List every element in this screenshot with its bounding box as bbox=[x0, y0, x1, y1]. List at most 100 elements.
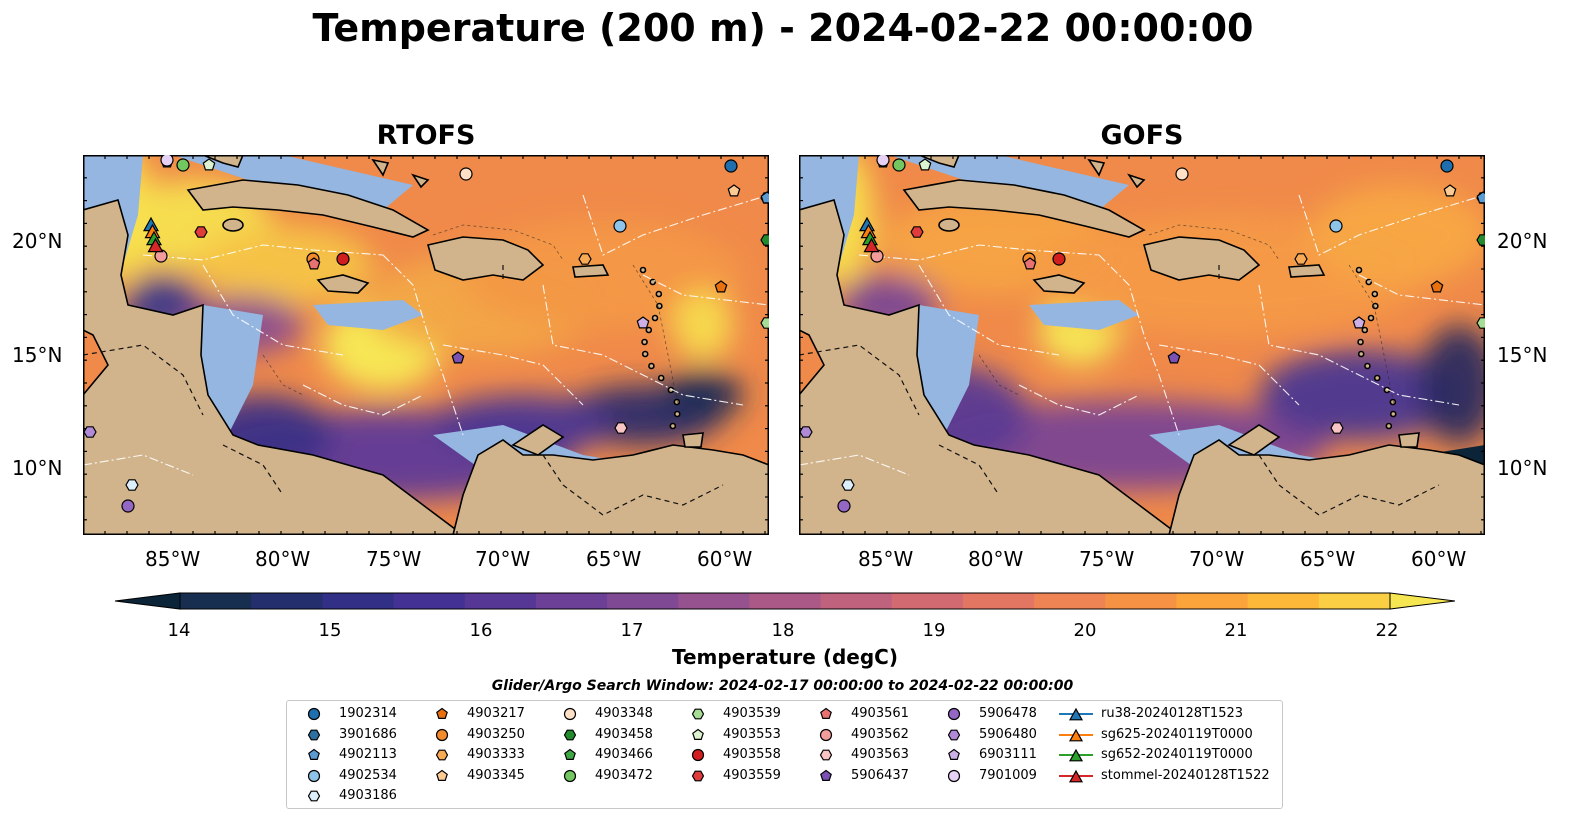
legend-label: 4903553 bbox=[723, 726, 781, 742]
float-marker-6903111 bbox=[1352, 316, 1366, 329]
float-marker-4903563 bbox=[1330, 422, 1344, 434]
float-markers bbox=[83, 155, 769, 513]
legend-marker-triangle-line bbox=[1059, 769, 1093, 782]
float-marker-1902314 bbox=[1440, 159, 1454, 173]
float-marker-5906480 bbox=[799, 426, 813, 438]
lat-tick-label: 10°N bbox=[12, 456, 63, 480]
land bbox=[83, 155, 769, 535]
float-marker-7901009 bbox=[876, 155, 890, 167]
legend-marker-triangle-line bbox=[1059, 728, 1093, 741]
legend-marker-pentagon bbox=[436, 707, 448, 719]
colorbar-segment bbox=[962, 593, 1035, 609]
legend-marker-pentagon bbox=[692, 728, 704, 740]
float-marker-4903333 bbox=[578, 253, 592, 265]
glider-marker-stommel-20240128T1522 bbox=[147, 237, 164, 253]
legend-marker-pentagon bbox=[308, 748, 320, 760]
eez-boundaries bbox=[799, 194, 1485, 476]
legend-label: 4903558 bbox=[723, 747, 781, 762]
float-marker-4903217 bbox=[714, 280, 728, 293]
legend-marker-pentagon bbox=[820, 707, 832, 719]
float-marker-4903348 bbox=[459, 167, 473, 181]
colorbar-tick-label: 16 bbox=[469, 620, 493, 641]
legend-label: 4902113 bbox=[339, 747, 397, 762]
legend-marker-circle bbox=[435, 728, 449, 741]
colorbar-segment bbox=[1176, 593, 1249, 609]
legend-label: 4903458 bbox=[595, 726, 653, 742]
legend-marker-triangle-line bbox=[1059, 707, 1093, 721]
float-marker-4903345 bbox=[1443, 184, 1457, 197]
float-marker-4903561 bbox=[307, 257, 321, 270]
legend-marker-circle bbox=[563, 769, 577, 782]
legend-marker-hexagon bbox=[435, 749, 449, 761]
float-marker-7901009 bbox=[160, 155, 174, 167]
legend-label: 1902314 bbox=[339, 706, 397, 721]
lon-tick-label: 75°W bbox=[366, 547, 422, 571]
country-borders bbox=[799, 265, 1440, 516]
lon-tick-label: 85°W bbox=[858, 547, 914, 571]
float-marker-4903539 bbox=[760, 317, 769, 329]
glider-markers bbox=[858, 216, 880, 253]
lon-tick-label: 60°W bbox=[697, 547, 753, 571]
lon-tick-label: 80°W bbox=[968, 547, 1024, 571]
legend-marker-circle bbox=[947, 707, 961, 721]
land bbox=[799, 155, 1485, 535]
float-marker-4903559 bbox=[194, 226, 208, 238]
float-marker-4903558 bbox=[1052, 252, 1066, 266]
legend-label: 7901009 bbox=[979, 767, 1037, 783]
eez-boundaries bbox=[83, 194, 769, 476]
legend-label: 4903333 bbox=[467, 747, 525, 762]
float-marker-4903348 bbox=[1175, 167, 1189, 181]
legend-marker-pentagon bbox=[564, 748, 576, 760]
map-frame bbox=[83, 155, 769, 535]
colorbar-tick-label: 18 bbox=[771, 620, 795, 641]
panel-title-rtofs: RTOFS bbox=[376, 120, 476, 151]
colorbar-tick-label: 19 bbox=[922, 620, 946, 641]
float-marker-4903186 bbox=[841, 479, 855, 491]
float-marker-5906478 bbox=[121, 499, 135, 513]
colorbar-frame bbox=[179, 592, 1391, 610]
colorbar-segment bbox=[535, 593, 608, 609]
float-marker-5906478 bbox=[837, 499, 851, 513]
colorbar-segment bbox=[1318, 593, 1391, 609]
lon-tick-label: 65°W bbox=[1300, 547, 1356, 571]
float-marker-4903553 bbox=[918, 158, 932, 171]
colorbar-segment bbox=[820, 593, 893, 609]
country-borders bbox=[83, 265, 724, 516]
legend-label: 6903111 bbox=[979, 747, 1037, 762]
legend-title: Glider/Argo Search Window: 2024-02-17 00… bbox=[491, 678, 1074, 694]
float-marker-4903561 bbox=[1023, 257, 1037, 270]
colorbar-segment bbox=[1247, 593, 1320, 609]
colorbar-segment bbox=[891, 593, 964, 609]
float-marker-4902113 bbox=[760, 191, 769, 204]
colorbar-segment bbox=[322, 593, 395, 609]
lat-tick-label: 15°N bbox=[1497, 343, 1548, 367]
legend-label: 4903466 bbox=[595, 747, 653, 762]
legend-marker-hexagon bbox=[563, 729, 577, 740]
bathymetry-contours bbox=[262, 224, 679, 406]
legend-marker-circle bbox=[307, 769, 321, 782]
legend-label: 4903561 bbox=[851, 706, 909, 721]
legend-marker-circle bbox=[563, 707, 577, 721]
float-marker-4903217 bbox=[1430, 280, 1444, 293]
colorbar-label: Temperature (degC) bbox=[672, 645, 898, 669]
colorbar-segment bbox=[393, 593, 466, 609]
legend-label: 3901686 bbox=[339, 726, 397, 742]
colorbar-tick-label: 21 bbox=[1224, 620, 1248, 641]
lon-tick-label: 75°W bbox=[1079, 547, 1135, 571]
legend-label: 4903348 bbox=[595, 706, 653, 721]
frame-ticks bbox=[799, 155, 1485, 535]
legend-label: 5906437 bbox=[851, 767, 909, 783]
legend: 1902314 3901686 4902113 4902534 4903186 49032… bbox=[286, 700, 1283, 809]
float-marker-4903458 bbox=[760, 234, 769, 246]
map-panel-gofs bbox=[799, 155, 1485, 535]
panel-title-gofs: GOFS bbox=[1100, 120, 1184, 151]
legend-label: 4903562 bbox=[851, 726, 909, 742]
legend-marker-hexagon bbox=[947, 729, 961, 740]
legend-label: 4902534 bbox=[339, 767, 397, 783]
legend-label: 5906480 bbox=[979, 726, 1037, 742]
bathymetry-contours bbox=[978, 224, 1395, 406]
float-marker-4902113 bbox=[1476, 191, 1485, 204]
legend-marker-hexagon bbox=[819, 749, 833, 761]
legend-label: 4903250 bbox=[467, 726, 525, 742]
float-marker-5906480 bbox=[83, 426, 97, 438]
